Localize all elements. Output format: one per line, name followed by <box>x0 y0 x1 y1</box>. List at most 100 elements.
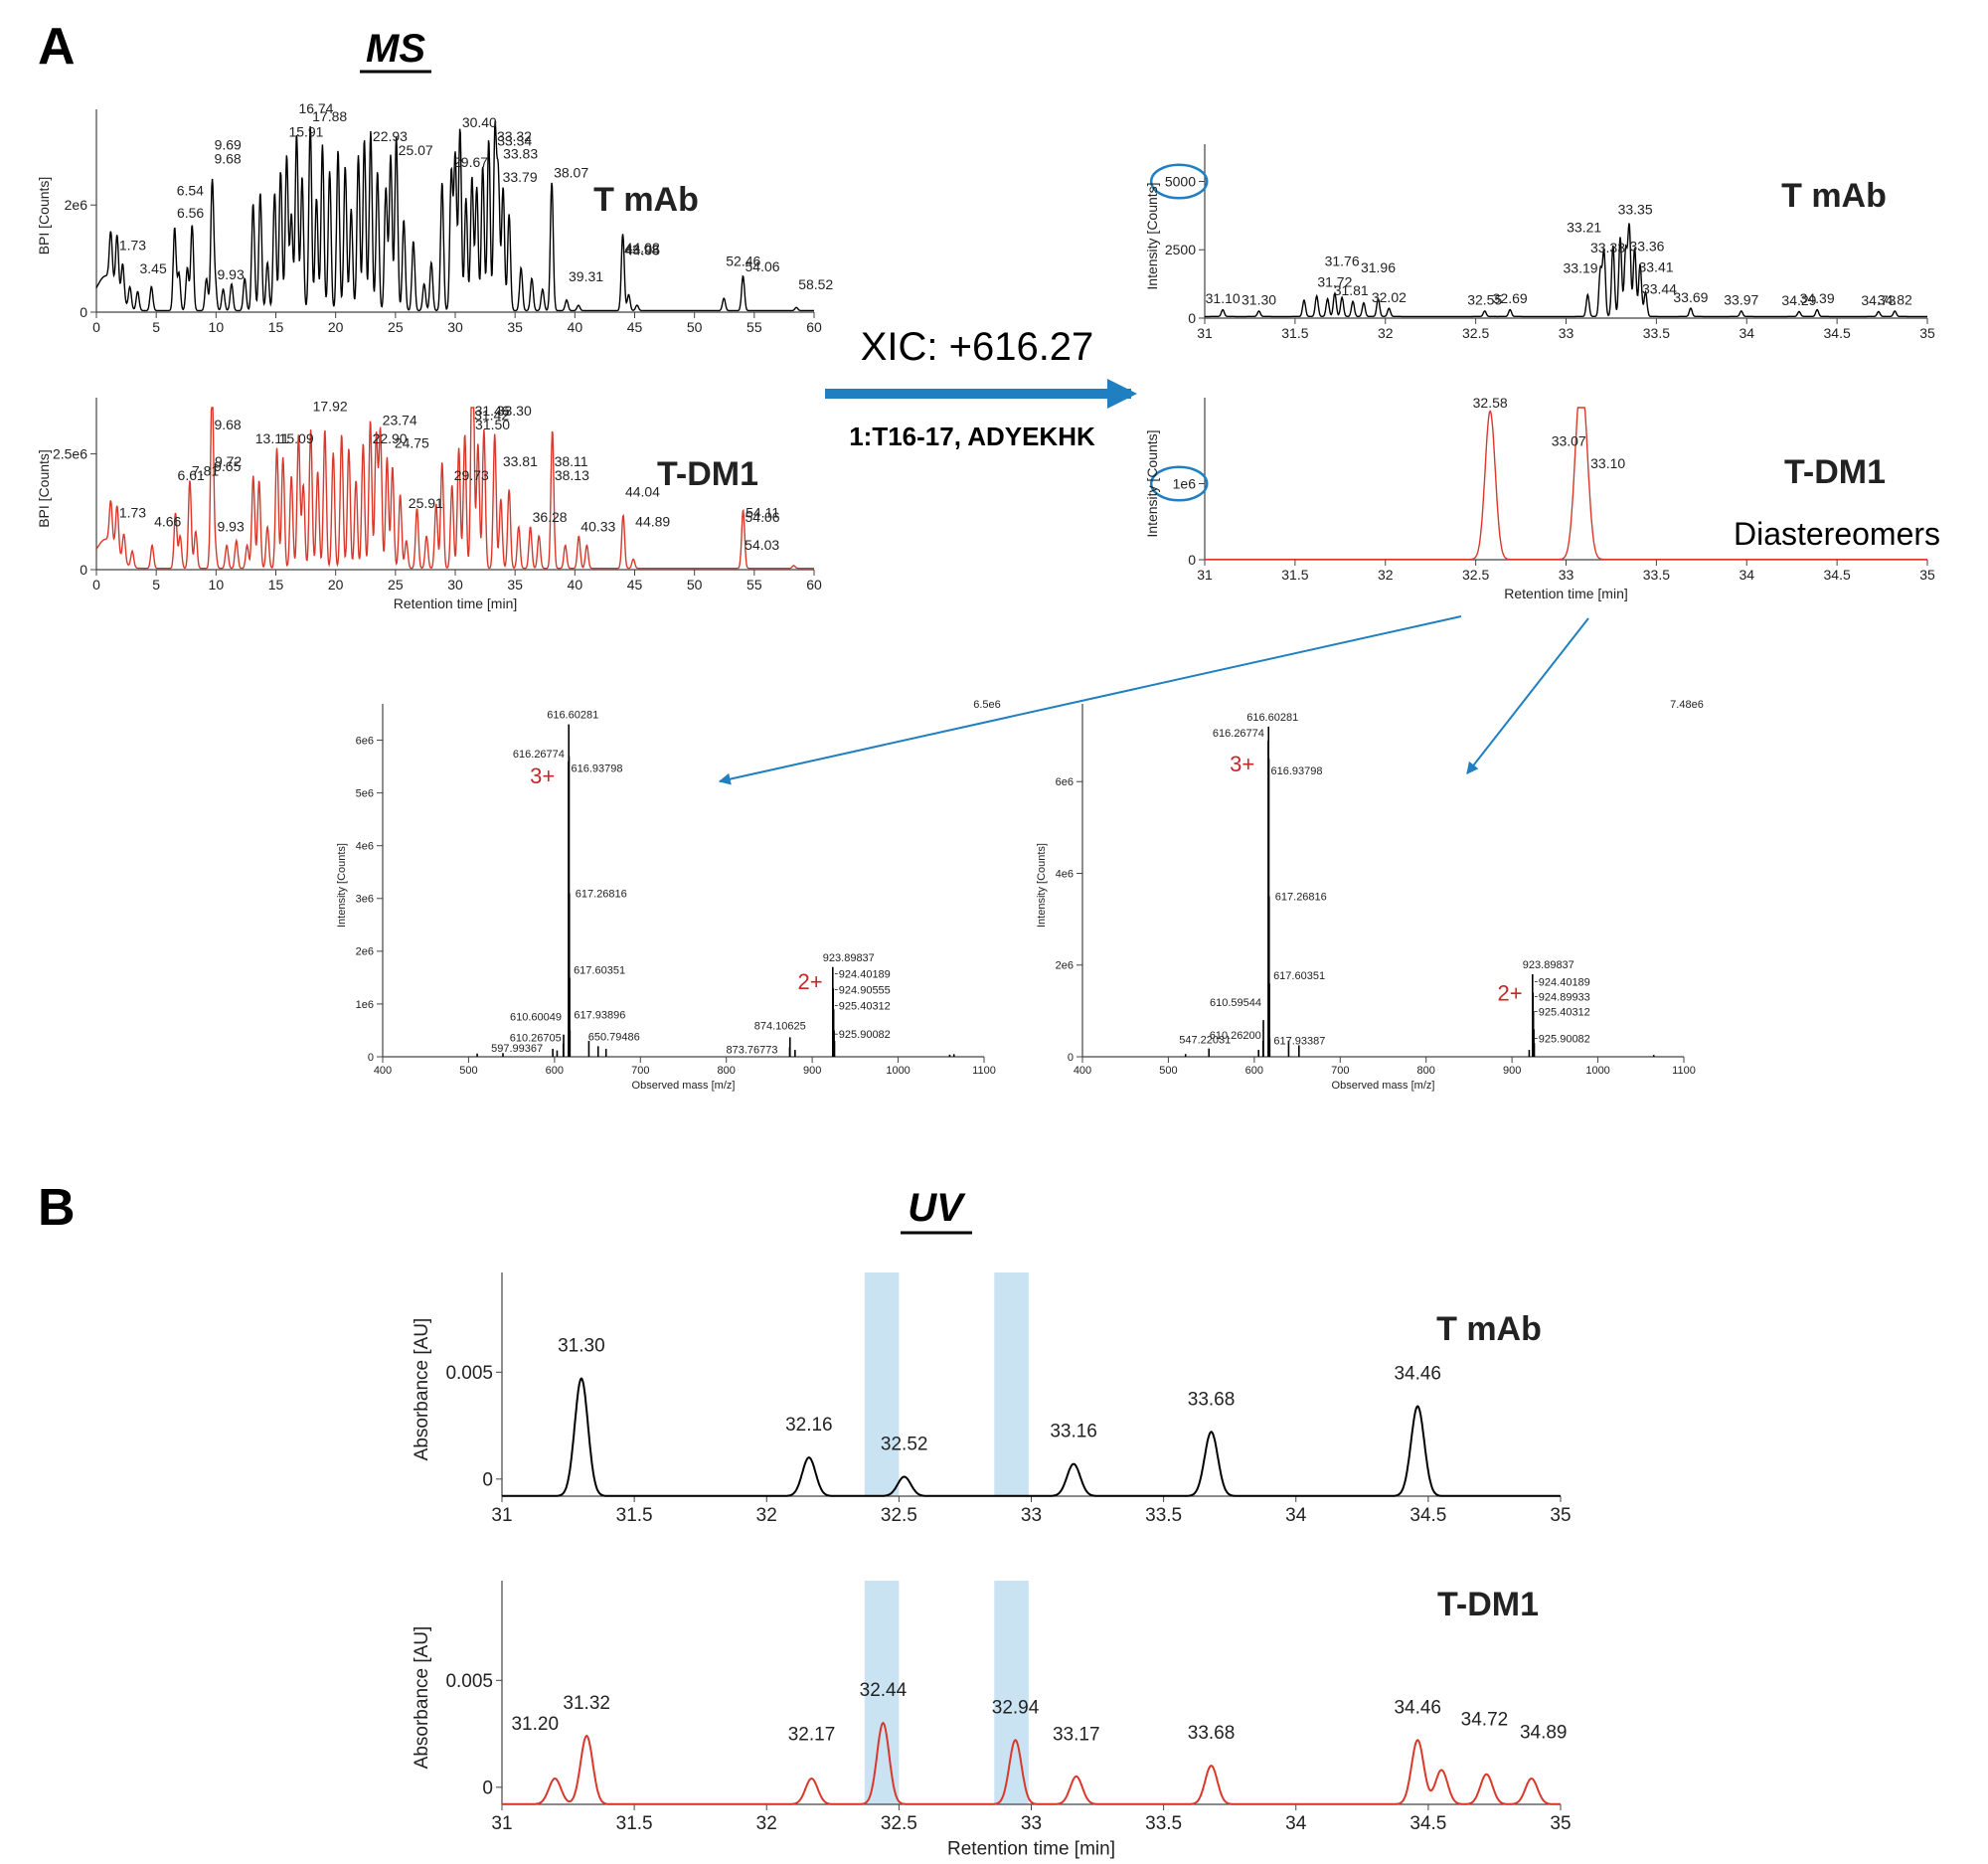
peak-label: 650.79486 <box>588 1031 640 1043</box>
y-tick-label: 3e6 <box>356 894 374 906</box>
y-axis-label: Intensity [Counts] <box>336 843 348 928</box>
x-tick-label: 34.5 <box>1824 567 1851 583</box>
peak-label: 43.98 <box>624 242 659 257</box>
x-tick-label: 40 <box>568 319 583 335</box>
x-tick-label: 33 <box>1559 567 1574 583</box>
peak-label: 31.50 <box>475 417 510 432</box>
x-tick-label: 34.5 <box>1409 1505 1446 1526</box>
peak-label: 9.93 <box>217 518 244 534</box>
series-name: T mAb <box>1781 177 1887 215</box>
peak-label: 616.26774 <box>1213 728 1264 740</box>
y-tick-label: 0 <box>482 1469 493 1490</box>
series-line <box>502 1377 1561 1497</box>
x-tick-label: 60 <box>806 577 822 593</box>
chart-ms-spectrum-2: 400 500 600 700 800 900 1000 1100 0 2e6 4e6 6e6 Inte… <box>1036 699 1704 1092</box>
peak-label: 31.76 <box>1325 253 1360 268</box>
x-tick-label: 55 <box>746 319 762 335</box>
chart-xic-tmab: 31 31.5 32 32.5 33 33.5 34 34.5 35 0 2500 5000 Inten… <box>1144 144 1935 341</box>
series-name: T-DM1 <box>1437 1586 1539 1623</box>
peak-label: 6.56 <box>177 205 204 221</box>
series-name: T-DM1 <box>657 455 758 493</box>
x-axis-label: Observed mass [m/z] <box>1332 1080 1435 1092</box>
chart-xic-tdm1: 31 31.5 32 32.5 33 33.5 34 34.5 35 0 1e6 Intensity … <box>1144 395 1935 601</box>
peak-label: 54.06 <box>746 509 780 525</box>
series-name: T-DM1 <box>1784 453 1886 491</box>
x-tick-label: 33 <box>1021 1813 1042 1834</box>
x-tick-label: 33.5 <box>1145 1813 1182 1834</box>
peak-label: 31.10 <box>1206 290 1241 306</box>
x-tick-label: 34.5 <box>1409 1813 1446 1834</box>
x-tick-label: 600 <box>1245 1065 1263 1077</box>
y-tick-label: 2e6 <box>1056 960 1074 972</box>
peak-label: 617.60351 <box>574 964 625 976</box>
peak-label: 34.73 <box>1861 292 1896 308</box>
peak-label: 33.69 <box>1673 289 1708 305</box>
peak-label: 44.05 <box>625 242 660 257</box>
x-tick-label: 800 <box>1417 1065 1435 1077</box>
highlight-band <box>994 1272 1029 1496</box>
x-tick-label: 35 <box>1550 1813 1571 1834</box>
peak-label: 34.72 <box>1461 1709 1509 1730</box>
peak-label: 33.79 <box>503 169 538 185</box>
x-tick-label: 31 <box>1197 567 1213 583</box>
x-tick-label: 20 <box>328 319 344 335</box>
panel-title-ms: MS <box>366 27 425 71</box>
peak-label: 33.97 <box>1724 292 1758 308</box>
x-tick-label: 800 <box>718 1065 736 1077</box>
peak-label: 34.46 <box>1394 1697 1441 1718</box>
peak-label: 15.09 <box>279 430 314 446</box>
diastereomers-label: Diastereomers <box>1734 516 1940 552</box>
peak-label: 32.69 <box>1493 290 1528 306</box>
peak-label: 32.17 <box>788 1725 836 1746</box>
y-axis-label: Absorbance [AU] <box>412 1626 432 1770</box>
peak-label: 924.89933 <box>1539 992 1590 1004</box>
x-tick-label: 45 <box>627 319 643 335</box>
x-tick-label: 33 <box>1021 1505 1042 1526</box>
peak-label: 874.10625 <box>754 1020 806 1032</box>
peak-label: 6.54 <box>177 182 204 198</box>
peak-label: 610.26705 <box>510 1033 562 1045</box>
peak-label: 610.26200 <box>1210 1030 1261 1042</box>
peak-label: 29.73 <box>454 467 489 483</box>
y-axis-label: BPI [Counts] <box>36 449 52 528</box>
peak-label: 4.66 <box>154 514 181 530</box>
peak-label: 39.31 <box>569 268 603 284</box>
peak-label: 33.16 <box>1050 1422 1097 1442</box>
y-axis-label: Intensity [Counts] <box>1144 429 1160 537</box>
x-tick-label: 32 <box>1378 567 1394 583</box>
peak-label: 33.21 <box>1567 219 1601 235</box>
series-line <box>1205 223 1927 318</box>
peak-label: 33.44 <box>1642 280 1677 296</box>
x-tick-label: 30 <box>447 319 463 335</box>
peak-label: 38.11 <box>555 453 588 469</box>
peak-label: 610.59544 <box>1210 997 1261 1009</box>
x-tick-label: 15 <box>268 577 284 593</box>
x-tick-label: 34 <box>1285 1813 1307 1834</box>
peak-label: 31.20 <box>511 1714 559 1735</box>
peak-label: 33.83 <box>503 145 538 161</box>
series-line <box>1205 407 1927 561</box>
x-tick-label: 50 <box>687 577 703 593</box>
x-tick-label: 31 <box>491 1505 512 1526</box>
peak-label: 616.60281 <box>547 710 598 722</box>
peak-label: 32.44 <box>860 1680 908 1701</box>
peak-label: 925.90082 <box>1539 1034 1590 1046</box>
peak-label: 15.91 <box>288 124 323 140</box>
peak-label: 22.93 <box>373 128 408 144</box>
peak-label: 17.92 <box>313 398 348 414</box>
panel-letter-a: A <box>38 18 76 76</box>
y-tick-label: 5000 <box>1165 173 1196 189</box>
x-tick-label: 600 <box>546 1065 564 1077</box>
x-tick-label: 33.5 <box>1643 325 1670 341</box>
peak-label: 9.93 <box>217 266 244 282</box>
peak-label: 31.81 <box>1334 282 1369 298</box>
peak-label: 923.89837 <box>1523 959 1574 971</box>
peak-label: 32.94 <box>992 1697 1040 1718</box>
peak-label: 30.40 <box>462 114 497 130</box>
series-line <box>502 1721 1561 1805</box>
x-tick-label: 5 <box>152 319 160 335</box>
peak-label: 924.90555 <box>839 984 891 996</box>
peak-label: 31.96 <box>1361 259 1396 275</box>
peak-label: 34.82 <box>1878 292 1912 308</box>
